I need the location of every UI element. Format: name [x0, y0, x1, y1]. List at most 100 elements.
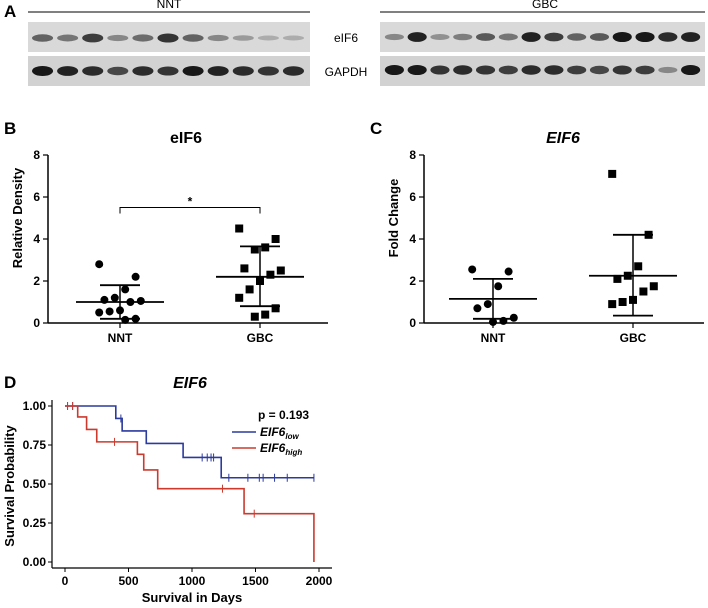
chart-b-point — [250, 312, 259, 321]
chart-c-point — [634, 262, 643, 271]
panel-label-c: C — [370, 119, 382, 138]
chart-b-point — [105, 307, 114, 316]
chart-b-ytick-label: 0 — [33, 316, 40, 330]
gapdh-right-band — [612, 65, 632, 75]
chart-b-point — [136, 296, 145, 305]
chart-c-point — [608, 300, 617, 309]
eif6-left-band — [82, 33, 104, 43]
chart-b-point — [235, 224, 244, 233]
gapdh-right-band — [498, 65, 518, 75]
eif6-right-band — [635, 31, 655, 43]
eif6-right-band — [498, 33, 518, 41]
chart-c-ytick-label: 4 — [409, 232, 416, 246]
gapdh-left-band — [182, 65, 204, 77]
chart-c-point — [649, 282, 658, 291]
eif6-right-band — [589, 33, 610, 41]
band-label-gapdh: GAPDH — [325, 65, 368, 79]
eif6-right-band — [612, 31, 632, 43]
gapdh-left-band — [207, 66, 229, 76]
chart-c-ytick-label: 6 — [409, 190, 416, 204]
band-label-eif6: eIF6 — [334, 31, 358, 45]
chart-c-point — [483, 300, 492, 309]
eif6-left-band — [32, 34, 54, 42]
eif6-left-band — [157, 33, 179, 43]
eif6-right-band — [658, 32, 678, 42]
eif6-left-band — [132, 34, 154, 42]
legend-name: EIF6 — [260, 425, 286, 439]
chart-b-point — [245, 285, 254, 294]
gapdh-left-band — [282, 66, 304, 76]
chart-d-xtick-label: 2000 — [306, 574, 333, 588]
chart-d-ytick-label: 0.50 — [23, 477, 47, 491]
gapdh-right-band — [681, 64, 701, 76]
chart-c-category-label: GBC — [620, 331, 647, 345]
eif6-right-band — [475, 33, 496, 41]
chart-c-point — [494, 282, 503, 291]
chart-c: 0 2 4 6 8 NNT GBC — [409, 148, 704, 345]
chart-d-ytick-label: 0.75 — [23, 438, 47, 452]
chart-b-point — [95, 308, 104, 317]
gapdh-left-band — [157, 66, 179, 76]
eif6-left-band — [182, 34, 204, 42]
panel-label-d: D — [4, 373, 16, 392]
chart-b-ytick-label: 8 — [33, 148, 40, 162]
legend-subscript: low — [285, 432, 299, 441]
eif6-left-band — [207, 34, 229, 42]
chart-b-point — [276, 266, 285, 275]
eif6-right-band — [384, 33, 404, 41]
chart-d: 0.00 0.25 0.50 0.75 1.00 0 500 1000 1500 2000 EIF6… — [23, 399, 333, 588]
gapdh-left-band — [232, 66, 254, 76]
chart-c-point — [468, 265, 477, 274]
blot-gapdh-right — [380, 56, 705, 86]
chart-c-ytick-label: 0 — [409, 316, 416, 330]
chart-d-xtick-label: 500 — [118, 574, 138, 588]
gapdh-left-band — [82, 66, 104, 76]
chart-c-point — [473, 304, 482, 313]
chart-b-point — [266, 270, 275, 279]
chart-b-significance-mark: * — [188, 195, 193, 209]
chart-d-xtick-label: 1000 — [179, 574, 206, 588]
eif6-left-band — [107, 34, 129, 42]
group-label-nnt: NNT — [157, 0, 182, 11]
group-label-gbc: GBC — [532, 0, 558, 11]
chart-b-point — [271, 304, 280, 313]
chart-b-point — [235, 293, 244, 302]
gapdh-right-band — [521, 65, 541, 75]
eif6-right-band — [567, 33, 587, 41]
panel-label-a: A — [4, 2, 16, 21]
chart-b-point — [121, 315, 130, 324]
chart-c-ytick-label: 8 — [409, 148, 416, 162]
chart-c-title: EIF6 — [546, 130, 580, 147]
chart-c-point — [489, 317, 497, 326]
chart-d-title: EIF6 — [173, 375, 207, 392]
eif6-right-band — [430, 34, 450, 40]
chart-b-point — [131, 272, 140, 281]
chart-d-xtick-label: 0 — [62, 574, 69, 588]
chart-c-point — [618, 298, 627, 306]
gapdh-right-band — [384, 64, 404, 76]
chart-c-point — [504, 267, 513, 276]
gapdh-right-band — [475, 65, 496, 75]
eif6-right-band — [681, 32, 701, 42]
chart-d-series-low — [65, 405, 314, 479]
chart-b-category-label: NNT — [108, 331, 133, 345]
chart-b-point — [271, 235, 280, 243]
chart-d-ytick-label: 0.25 — [23, 516, 47, 530]
gapdh-left-band — [107, 66, 129, 76]
chart-b-point — [240, 264, 249, 273]
eif6-left-band — [282, 35, 304, 41]
chart-b-significance-bracket — [119, 207, 261, 214]
gapdh-left-band — [32, 65, 54, 77]
eif6-left-band — [232, 35, 254, 41]
eif6-left-band — [257, 35, 279, 41]
chart-c-point — [608, 169, 617, 178]
chart-b-title: eIF6 — [170, 130, 202, 147]
gapdh-left-band — [57, 66, 79, 76]
chart-d-pvalue: p = 0.193 — [258, 408, 309, 422]
chart-c-ylabel: Fold Change — [386, 179, 401, 258]
chart-d-legend-label-low: EIF6low — [260, 425, 299, 441]
chart-d-ytick-label: 0.00 — [23, 555, 47, 569]
eif6-right-band — [544, 32, 564, 42]
legend-subscript: high — [285, 448, 302, 457]
